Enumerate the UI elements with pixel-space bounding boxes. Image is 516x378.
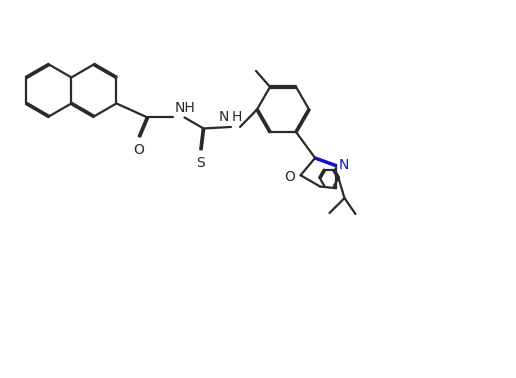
- Text: S: S: [196, 156, 205, 170]
- Text: O: O: [285, 170, 296, 184]
- Text: NH: NH: [175, 101, 196, 115]
- Text: H: H: [232, 110, 242, 124]
- Text: N: N: [338, 158, 349, 172]
- Text: O: O: [134, 143, 144, 157]
- Text: N: N: [219, 110, 229, 124]
